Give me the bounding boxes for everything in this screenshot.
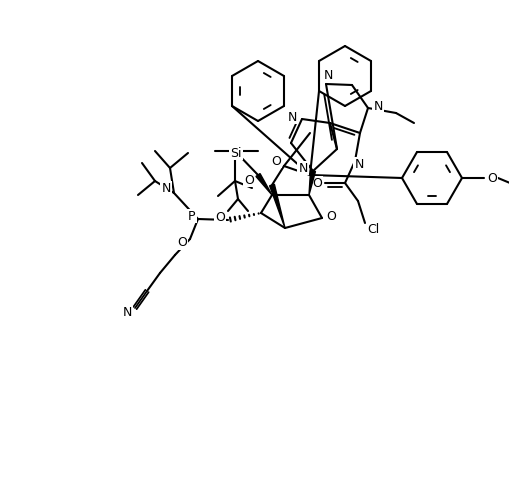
Text: O: O <box>270 155 280 167</box>
Text: N: N <box>323 69 332 82</box>
Text: O: O <box>312 176 321 190</box>
Text: O: O <box>325 210 335 222</box>
Text: N: N <box>122 306 131 320</box>
Text: O: O <box>486 171 496 185</box>
Text: O: O <box>244 173 253 187</box>
Polygon shape <box>269 184 285 228</box>
Text: N: N <box>161 182 171 194</box>
Text: P: P <box>188 210 195 222</box>
Text: Si: Si <box>230 146 241 160</box>
Polygon shape <box>256 173 271 195</box>
Polygon shape <box>308 170 315 195</box>
Text: O: O <box>177 237 187 249</box>
Text: N: N <box>287 110 296 124</box>
Text: Cl: Cl <box>366 222 378 236</box>
Text: N: N <box>373 100 382 112</box>
Text: O: O <box>215 211 224 223</box>
Text: N: N <box>354 158 363 170</box>
Text: N: N <box>298 162 307 174</box>
